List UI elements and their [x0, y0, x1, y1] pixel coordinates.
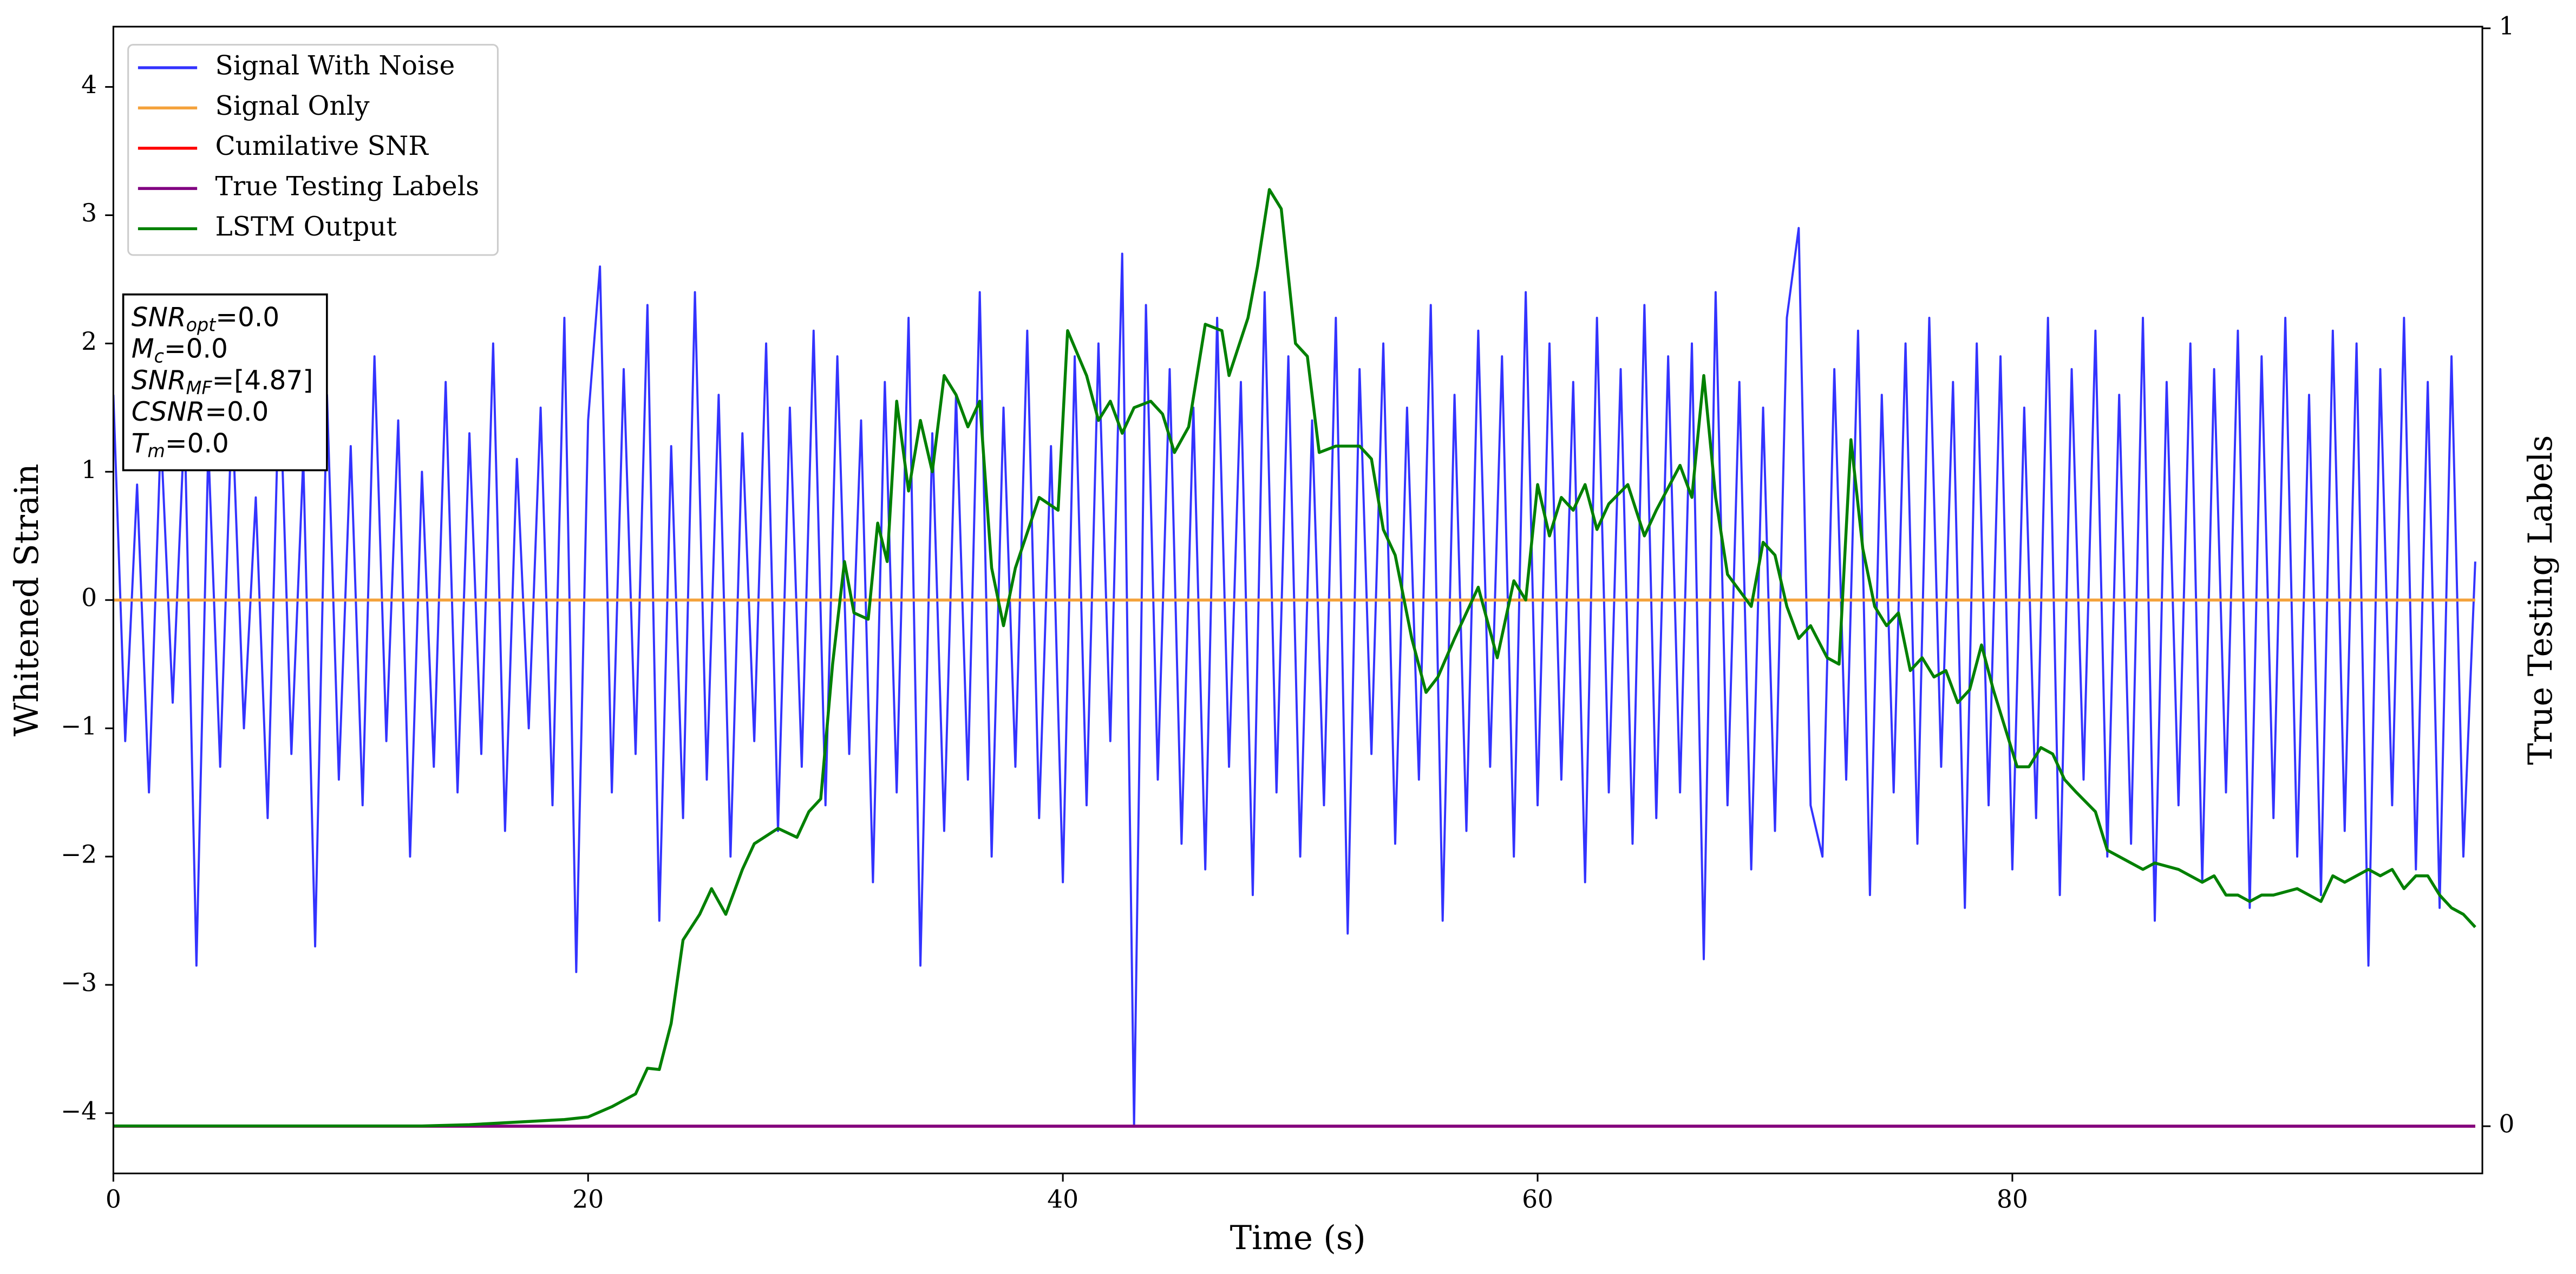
plot-area: [113, 188, 2476, 1128]
annotation-subscript: opt: [186, 314, 217, 335]
y-tick-label: −2: [61, 840, 97, 869]
legend-box: [127, 44, 499, 256]
y-tick-label: 0: [81, 584, 97, 612]
annotation-value: =0.0: [164, 334, 228, 364]
legend-label: Cumilative SNR: [215, 131, 429, 161]
annotation-subscript: m: [147, 440, 165, 461]
y-tick-label: −3: [61, 968, 97, 997]
annotation-line: SNRMF=[4.87]: [132, 365, 313, 398]
annotation-line: Mc=0.0: [132, 334, 228, 367]
y-tick-label: 1: [81, 455, 97, 484]
annotation-value: =[4.87]: [212, 365, 313, 396]
annotation-subscript: c: [154, 345, 164, 367]
annotation-symbol: CSNR: [132, 397, 205, 427]
x-tick-label: 80: [1997, 1185, 2028, 1213]
x-tick-label: 40: [1047, 1185, 1078, 1213]
annotation-symbol: SNR: [132, 302, 186, 332]
annotation-line: SNRopt=0.0: [132, 302, 279, 335]
annotation-value: =0.0: [215, 302, 279, 332]
annotation-subscript: MF: [186, 377, 213, 398]
y-tick-label: 2: [81, 327, 97, 356]
series-line: [113, 188, 2476, 1128]
annotation-line: Tm=0.0: [132, 428, 229, 461]
y-tick-label: −4: [61, 1096, 97, 1125]
legend-label: True Testing Labels: [215, 172, 480, 202]
y-tick-label: 3: [81, 199, 97, 227]
y2-tick-label: 0: [2499, 1110, 2514, 1139]
annotation-symbol: T: [132, 428, 149, 459]
legend-label: Signal With Noise: [215, 51, 455, 81]
y2-tick-label: 1: [2499, 12, 2514, 41]
series-line: [113, 227, 2476, 1127]
annotation-box: [122, 293, 328, 472]
legend-label: LSTM Output: [215, 212, 397, 242]
y-tick-label: −1: [61, 712, 97, 741]
annotation-symbol: SNR: [132, 365, 186, 396]
annotation-symbol: M: [132, 334, 154, 364]
x-axis-label: Time (s): [1230, 1219, 1366, 1257]
y-tick-label: 4: [81, 70, 97, 99]
annotation-value: =0.0: [165, 428, 229, 459]
annotation-value: =0.0: [205, 397, 269, 427]
annotation-line: CSNR=0.0: [132, 397, 269, 427]
x-tick-label: 20: [572, 1185, 604, 1213]
x-tick-label: 0: [106, 1185, 121, 1213]
legend-label: Signal Only: [215, 91, 370, 121]
x-tick-label: 60: [1522, 1185, 1553, 1213]
y-axis-label: Whitened Strain: [8, 463, 46, 736]
y2-axis-label: True Testing Labels: [2522, 435, 2560, 765]
